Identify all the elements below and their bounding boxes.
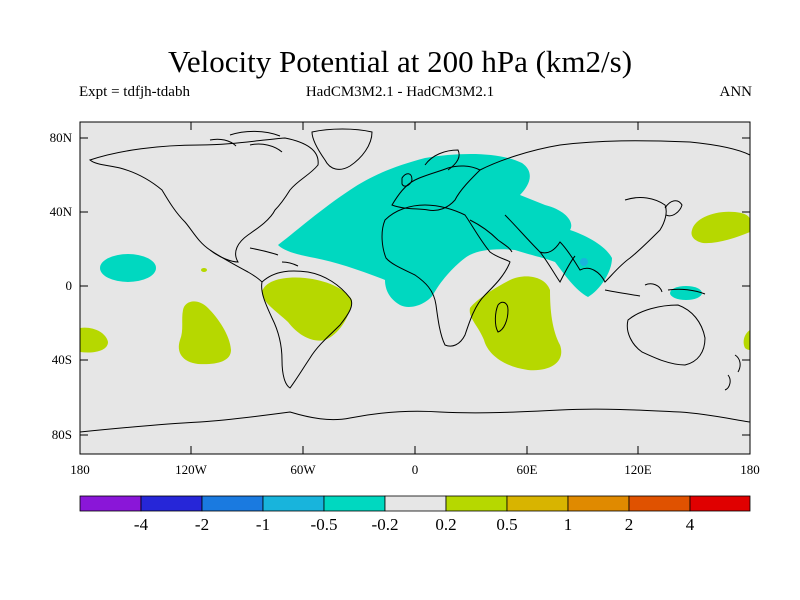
experiment-label: Expt = tdfjh-tdabh	[79, 84, 190, 100]
positive-region-dateline-west	[80, 327, 108, 353]
lon-label-120w: 120W	[175, 462, 208, 477]
coastline-central-america	[209, 249, 263, 283]
model-label: HadCM3M2.1 - HadCM3M2.1	[305, 84, 495, 100]
lon-label-60e: 60E	[517, 462, 538, 477]
colorbar-box-10	[689, 495, 751, 512]
colorbar-box-0	[79, 495, 142, 512]
negative-region-maritime	[670, 286, 702, 300]
season-label: ANN	[719, 84, 753, 100]
colorbar-label-0: -4	[134, 515, 149, 534]
coastline-australia	[626, 304, 706, 366]
lon-label-0: 0	[412, 462, 419, 477]
axis-ticks	[80, 122, 750, 454]
lat-label-0: 0	[66, 278, 73, 293]
lon-label-180e: 180	[740, 462, 760, 477]
coastline-new-zealand	[724, 354, 741, 391]
colorbar-box-8	[567, 495, 630, 512]
positive-region-north-pacific	[691, 211, 750, 244]
colorbar-box-9	[628, 495, 691, 512]
colorbar-label-4: -0.2	[372, 515, 399, 534]
negative-region-bay-of-bengal	[580, 258, 588, 266]
colorbar-label-1: -2	[195, 515, 209, 534]
coastline-japan	[664, 200, 683, 217]
colorbar: -4 -2 -1 -0.5 -0.2 0.2 0.5 1 2 4	[79, 495, 751, 534]
coastline-north-america	[88, 137, 319, 263]
colorbar-label-6: 0.5	[496, 515, 517, 534]
coastline-madagascar	[494, 301, 509, 333]
positive-region-small	[201, 268, 207, 272]
negative-region-atlantic-eurasia	[278, 153, 612, 307]
lat-label-80s: 80S	[52, 427, 72, 442]
negative-region-eastern-pacific	[100, 254, 156, 282]
positive-region-south-pacific	[178, 301, 231, 365]
colorbar-box-7	[506, 495, 569, 512]
coastline-caribbean	[249, 247, 299, 267]
coastline-arabia	[469, 219, 513, 253]
colorbar-box-6	[445, 495, 508, 512]
colorbar-label-9: 4	[686, 515, 695, 534]
coastlines	[79, 128, 751, 433]
colorbar-box-4	[323, 495, 386, 512]
coastline-south-america	[261, 270, 353, 389]
coastline-scandinavia	[424, 149, 460, 171]
colorbar-box-5	[384, 495, 447, 512]
coastline-uk	[401, 173, 413, 187]
lat-label-80n: 80N	[50, 130, 73, 145]
lat-label-40n: 40N	[50, 204, 73, 219]
coastline-asia	[479, 140, 751, 283]
colorbar-box-2	[201, 495, 264, 512]
colorbar-label-8: 2	[625, 515, 634, 534]
positive-region-dateline-east	[743, 330, 750, 350]
coastline-africa	[381, 204, 511, 347]
lon-label-120e: 120E	[624, 462, 652, 477]
colorbar-label-3: -0.5	[311, 515, 338, 534]
coastline-antarctica	[79, 408, 751, 433]
coastline-indonesia	[604, 283, 706, 297]
positive-region-south-america	[262, 277, 352, 341]
colorbar-label-5: 0.2	[435, 515, 456, 534]
colorbar-label-7: 1	[564, 515, 573, 534]
colorbar-box-3	[262, 495, 325, 512]
coastline-india	[539, 251, 576, 283]
coastline-greenland	[311, 128, 373, 170]
positive-region-indian-ocean	[469, 276, 562, 371]
colorbar-box-1	[140, 495, 203, 512]
lon-label-60w: 60W	[290, 462, 316, 477]
lat-label-40s: 40S	[52, 352, 72, 367]
colorbar-label-2: -1	[256, 515, 270, 534]
coastline-arctic-islands	[209, 130, 283, 153]
plot-title: Velocity Potential at 200 hPa (km2/s)	[167, 44, 633, 79]
lon-label-180w: 180	[70, 462, 90, 477]
